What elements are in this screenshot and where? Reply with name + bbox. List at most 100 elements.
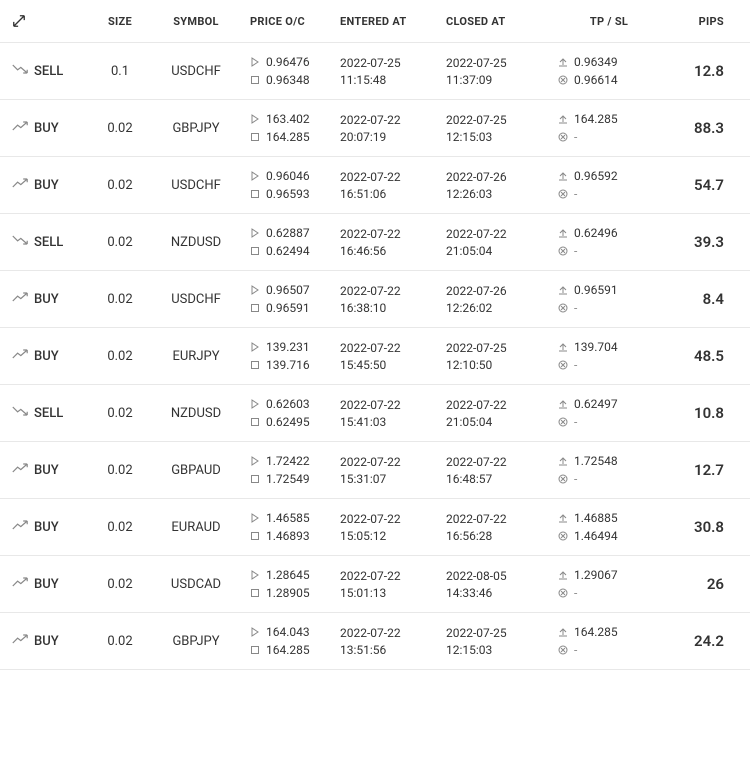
cell-entered: 2022-07-22 15:05:12 bbox=[340, 512, 446, 543]
price-open: 0.96476 bbox=[266, 55, 310, 69]
header-type[interactable] bbox=[0, 14, 92, 28]
entered-date: 2022-07-22 bbox=[340, 569, 446, 583]
tp-value: 0.62496 bbox=[574, 226, 618, 240]
entered-date: 2022-07-22 bbox=[340, 455, 446, 469]
trend-up-icon bbox=[12, 519, 28, 535]
direction-label: BUY bbox=[34, 349, 59, 364]
cell-tpsl: 164.285 - bbox=[552, 112, 660, 144]
square-icon bbox=[250, 531, 260, 541]
cell-pips: 88.3 bbox=[660, 119, 740, 137]
cell-price: 164.043 164.285 bbox=[244, 625, 340, 657]
price-close: 1.28905 bbox=[266, 586, 310, 600]
sl-value: 0.96614 bbox=[574, 73, 618, 87]
cell-size: 0.02 bbox=[92, 520, 148, 535]
play-icon bbox=[250, 228, 260, 238]
price-close: 1.46893 bbox=[266, 529, 310, 543]
take-profit-icon bbox=[558, 285, 568, 295]
cell-closed: 2022-07-25 11:37:09 bbox=[446, 56, 552, 87]
table-row[interactable]: BUY 0.02 USDCHF 0.96507 0.96591 2022-07-… bbox=[0, 271, 750, 328]
price-close: 0.96593 bbox=[266, 187, 310, 201]
square-icon bbox=[250, 645, 260, 655]
table-row[interactable]: BUY 0.02 USDCAD 1.28645 1.28905 2022-07-… bbox=[0, 556, 750, 613]
table-row[interactable]: BUY 0.02 EURJPY 139.231 139.716 2022-07-… bbox=[0, 328, 750, 385]
price-close: 1.72549 bbox=[266, 472, 310, 486]
header-pips[interactable]: PIPS bbox=[660, 15, 740, 28]
cell-closed: 2022-07-22 16:48:57 bbox=[446, 455, 552, 486]
price-open: 164.043 bbox=[266, 625, 310, 639]
trend-up-icon bbox=[12, 120, 28, 136]
square-icon bbox=[250, 189, 260, 199]
sl-value: - bbox=[574, 643, 577, 657]
table-row[interactable]: SELL 0.1 USDCHF 0.96476 0.96348 2022-07-… bbox=[0, 43, 750, 100]
header-symbol[interactable]: SYMBOL bbox=[148, 15, 244, 28]
cell-tpsl: 0.96592 - bbox=[552, 169, 660, 201]
cell-size: 0.02 bbox=[92, 634, 148, 649]
closed-date: 2022-07-26 bbox=[446, 170, 552, 184]
header-closed[interactable]: CLOSED AT bbox=[446, 15, 552, 28]
trend-up-icon bbox=[12, 462, 28, 478]
header-price[interactable]: PRICE O/C bbox=[244, 15, 340, 28]
cell-pips: 8.4 bbox=[660, 290, 740, 308]
header-tpsl[interactable]: TP / SL bbox=[552, 15, 660, 28]
cell-price: 139.231 139.716 bbox=[244, 340, 340, 372]
header-size[interactable]: SIZE bbox=[92, 15, 148, 28]
pips-value: 88.3 bbox=[694, 119, 724, 137]
closed-time: 16:48:57 bbox=[446, 472, 552, 486]
closed-date: 2022-07-22 bbox=[446, 512, 552, 526]
cell-direction: BUY bbox=[0, 519, 92, 535]
entered-date: 2022-07-22 bbox=[340, 227, 446, 241]
table-row[interactable]: BUY 0.02 GBPJPY 163.402 164.285 2022-07-… bbox=[0, 100, 750, 157]
header-entered[interactable]: ENTERED AT bbox=[340, 15, 446, 28]
table-row[interactable]: BUY 0.02 USDCHF 0.96046 0.96593 2022-07-… bbox=[0, 157, 750, 214]
cell-direction: SELL bbox=[0, 234, 92, 250]
trend-up-icon bbox=[12, 291, 28, 307]
take-profit-icon bbox=[558, 570, 568, 580]
cell-closed: 2022-07-26 12:26:02 bbox=[446, 284, 552, 315]
cell-pips: 39.3 bbox=[660, 233, 740, 251]
table-row[interactable]: BUY 0.02 GBPAUD 1.72422 1.72549 2022-07-… bbox=[0, 442, 750, 499]
tp-value: 0.96592 bbox=[574, 169, 618, 183]
stop-loss-icon bbox=[558, 189, 568, 199]
closed-time: 12:10:50 bbox=[446, 358, 552, 372]
cell-entered: 2022-07-22 20:07:19 bbox=[340, 113, 446, 144]
pips-value: 39.3 bbox=[694, 233, 724, 251]
table-row[interactable]: BUY 0.02 GBPJPY 164.043 164.285 2022-07-… bbox=[0, 613, 750, 670]
sl-value: - bbox=[574, 130, 577, 144]
cell-tpsl: 1.72548 - bbox=[552, 454, 660, 486]
price-close: 164.285 bbox=[266, 130, 310, 144]
closed-time: 21:05:04 bbox=[446, 244, 552, 258]
closed-date: 2022-07-25 bbox=[446, 113, 552, 127]
closed-date: 2022-07-22 bbox=[446, 227, 552, 241]
table-row[interactable]: BUY 0.02 EURAUD 1.46585 1.46893 2022-07-… bbox=[0, 499, 750, 556]
cell-tpsl: 1.46885 1.46494 bbox=[552, 511, 660, 543]
direction-label: BUY bbox=[34, 520, 59, 535]
direction-label: BUY bbox=[34, 634, 59, 649]
stop-loss-icon bbox=[558, 588, 568, 598]
cell-symbol: GBPAUD bbox=[148, 463, 244, 478]
table-row[interactable]: SELL 0.02 NZDUSD 0.62603 0.62495 2022-07… bbox=[0, 385, 750, 442]
closed-date: 2022-07-25 bbox=[446, 341, 552, 355]
cell-entered: 2022-07-22 16:51:06 bbox=[340, 170, 446, 201]
cell-price: 163.402 164.285 bbox=[244, 112, 340, 144]
take-profit-icon bbox=[558, 228, 568, 238]
tp-value: 1.29067 bbox=[574, 568, 618, 582]
cell-direction: BUY bbox=[0, 576, 92, 592]
cell-closed: 2022-07-26 12:26:03 bbox=[446, 170, 552, 201]
table-row[interactable]: SELL 0.02 NZDUSD 0.62887 0.62494 2022-07… bbox=[0, 214, 750, 271]
cell-symbol: NZDUSD bbox=[148, 235, 244, 250]
tp-value: 1.72548 bbox=[574, 454, 618, 468]
cell-entered: 2022-07-22 15:41:03 bbox=[340, 398, 446, 429]
cell-price: 0.96476 0.96348 bbox=[244, 55, 340, 87]
price-open: 1.28645 bbox=[266, 568, 310, 582]
trend-up-icon bbox=[12, 576, 28, 592]
square-icon bbox=[250, 303, 260, 313]
square-icon bbox=[250, 246, 260, 256]
closed-time: 21:05:04 bbox=[446, 415, 552, 429]
cell-symbol: EURAUD bbox=[148, 520, 244, 535]
play-icon bbox=[250, 627, 260, 637]
cell-symbol: EURJPY bbox=[148, 349, 244, 364]
take-profit-icon bbox=[558, 171, 568, 181]
cell-price: 0.96046 0.96593 bbox=[244, 169, 340, 201]
pips-value: 8.4 bbox=[703, 290, 724, 308]
price-close: 164.285 bbox=[266, 643, 310, 657]
